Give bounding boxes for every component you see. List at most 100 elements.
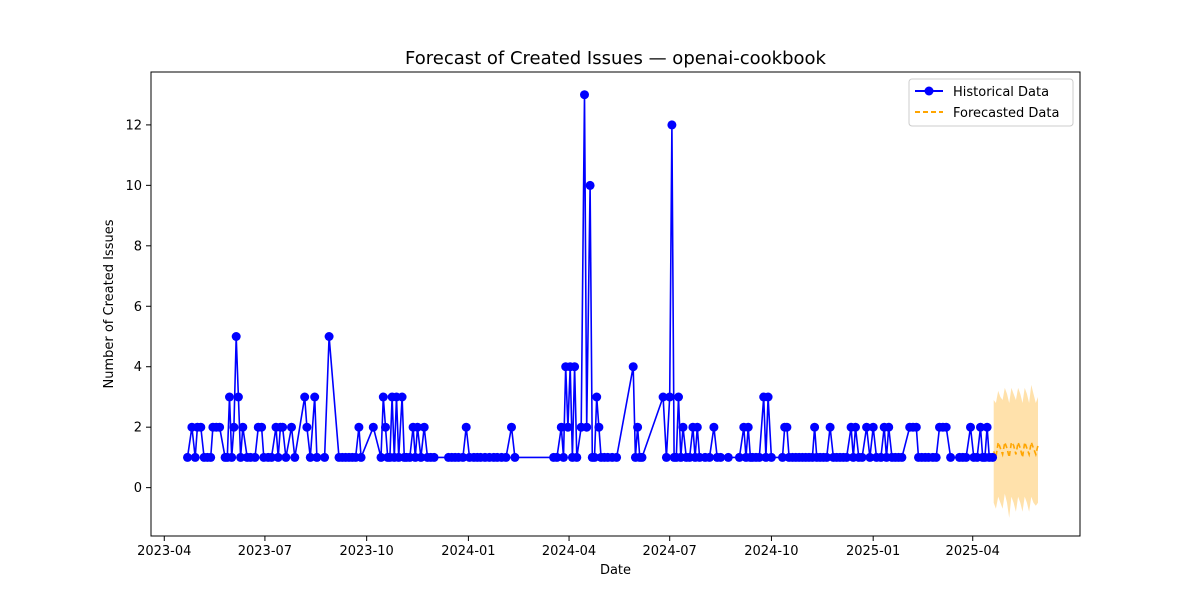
historical-point (458, 452, 468, 462)
historical-point (825, 422, 835, 432)
historical-point (320, 452, 330, 462)
historical-point (862, 422, 872, 432)
historical-point (227, 452, 237, 462)
historical-point (356, 452, 366, 462)
x-tick-label: 2025-04 (946, 544, 1000, 559)
historical-point (778, 452, 787, 462)
historical-point (961, 452, 971, 462)
historical-point (674, 392, 683, 402)
historical-point (312, 452, 322, 462)
historical-point (215, 422, 225, 432)
historical-point (897, 452, 907, 462)
y-axis-ticks: 0 2 4 6 8 10 12 (125, 118, 151, 496)
historical-point (302, 422, 312, 432)
chart-title: Forecast of Created Issues — openai-cook… (405, 48, 827, 69)
historical-point (941, 422, 951, 432)
historical-series-layer (183, 90, 998, 462)
historical-point (563, 422, 573, 432)
y-tick-label: 12 (125, 118, 142, 133)
historical-point (281, 452, 291, 462)
x-tick-label: 2024-07 (643, 544, 697, 559)
y-tick-label: 6 (134, 300, 142, 315)
historical-point (637, 452, 647, 462)
x-tick-label: 2025-01 (846, 544, 900, 559)
plot-frame (150, 71, 1081, 537)
y-tick-label: 2 (134, 421, 142, 436)
historical-point (692, 422, 702, 432)
historical-point (559, 452, 568, 462)
historical-point (300, 392, 310, 402)
y-tick-label: 0 (134, 481, 142, 496)
historical-point (556, 422, 566, 432)
historical-point (229, 422, 239, 432)
historical-point (183, 452, 192, 462)
historical-point (633, 422, 643, 432)
historical-point (667, 120, 677, 130)
historical-point (661, 452, 671, 462)
forecast-series-layer (992, 439, 1039, 458)
historical-point (982, 422, 992, 432)
historical-point (851, 422, 860, 432)
historical-point (884, 422, 894, 432)
historical-point (754, 452, 764, 462)
historical-point (413, 422, 422, 432)
historical-point (507, 422, 516, 432)
x-tick-label: 2023-04 (137, 544, 191, 559)
x-axis-ticks: 2023-04 2023-07 2023-10 2024-01 2024-04 2024-… (137, 536, 1000, 559)
historical-point (716, 452, 726, 462)
historical-point (705, 452, 714, 462)
legend-forecast-label: Forecasted Data (953, 106, 1059, 121)
historical-point (678, 422, 688, 432)
historical-point (911, 422, 921, 432)
historical-point (734, 452, 744, 462)
historical-point (397, 392, 407, 402)
historical-point (419, 422, 429, 432)
historical-point (416, 452, 426, 462)
historical-point (225, 392, 234, 402)
historical-point (287, 422, 296, 432)
historical-point (868, 422, 878, 432)
y-tick-label: 8 (134, 239, 142, 254)
historical-point (324, 332, 334, 341)
historical-point (582, 422, 592, 432)
historical-point (658, 392, 668, 402)
historical-point (723, 452, 733, 462)
historical-point (572, 452, 582, 462)
historical-point (368, 422, 378, 432)
historical-point (822, 452, 832, 462)
x-tick-label: 2023-07 (238, 544, 292, 559)
historical-point (628, 362, 638, 372)
historical-point (461, 422, 471, 432)
historical-point (510, 452, 520, 462)
historical-point (865, 452, 875, 462)
y-axis-label: Number of Created Issues (102, 219, 117, 388)
historical-point (206, 452, 216, 462)
forecast-line (992, 439, 1039, 458)
historical-point (709, 422, 719, 432)
y-tick-label: 4 (134, 360, 142, 375)
historical-point (857, 452, 867, 462)
historical-point (580, 90, 589, 100)
historical-point (378, 392, 388, 402)
legend-historical-label: Historical Data (953, 85, 1049, 100)
x-tick-label: 2024-01 (441, 544, 495, 559)
historical-point (810, 422, 820, 432)
historical-point (290, 452, 300, 462)
historical-point (305, 452, 315, 462)
historical-point (570, 362, 580, 372)
historical-point (763, 392, 773, 402)
legend: Historical Data Forecasted Data (908, 78, 1074, 127)
x-tick-label: 2024-10 (744, 544, 798, 559)
historical-point (267, 452, 276, 462)
y-tick-label: 10 (125, 179, 142, 194)
historical-point (966, 422, 975, 432)
historical-point (976, 422, 985, 432)
historical-point (665, 392, 675, 402)
historical-point (592, 392, 602, 402)
historical-point (946, 452, 956, 462)
historical-point (233, 392, 243, 402)
historical-point (931, 452, 941, 462)
historical-point (842, 452, 852, 462)
historical-point (196, 422, 206, 432)
